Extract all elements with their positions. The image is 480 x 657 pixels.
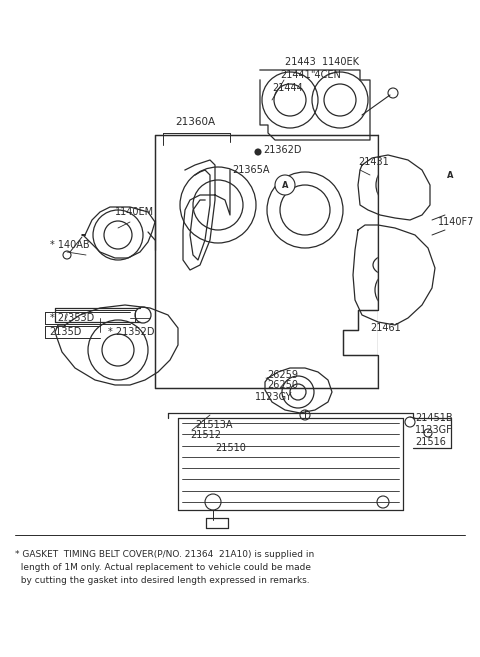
Text: 21461: 21461	[370, 323, 401, 333]
Text: 21451B: 21451B	[415, 413, 453, 423]
Text: A: A	[447, 171, 453, 179]
Text: 21362D: 21362D	[263, 145, 301, 155]
Text: 21431: 21431	[358, 157, 389, 167]
Text: 21443  1140EK: 21443 1140EK	[285, 57, 359, 67]
Bar	[55, 310, 135, 322]
Text: * 140AB: * 140AB	[50, 240, 90, 250]
Text: 26259: 26259	[267, 370, 298, 380]
Text: * 21352D: * 21352D	[108, 327, 155, 337]
Circle shape	[255, 150, 261, 154]
Text: 21365A: 21365A	[232, 165, 269, 175]
Text: 1123GY: 1123GY	[255, 392, 292, 402]
Text: 1140F7: 1140F7	[438, 217, 474, 227]
Circle shape	[275, 175, 295, 195]
Text: 21444: 21444	[272, 83, 303, 93]
Circle shape	[255, 149, 261, 155]
Text: length of 1M only. Actual replacement to vehicle could be made: length of 1M only. Actual replacement to…	[15, 563, 311, 572]
Text: 21441: 21441	[280, 70, 311, 80]
Text: * GASKET  TIMING BELT COVER(P/NO. 21364  21A10) is supplied in: * GASKET TIMING BELT COVER(P/NO. 21364 2…	[15, 550, 314, 559]
Text: 1140EM: 1140EM	[115, 207, 154, 217]
Text: 21360A: 21360A	[175, 117, 215, 127]
Text: by cutting the gasket into desired length expressed in remarks.: by cutting the gasket into desired lengt…	[15, 576, 310, 585]
Text: 21516: 21516	[415, 437, 446, 447]
Text: * 2ℓ353D: * 2ℓ353D	[50, 313, 94, 323]
Circle shape	[440, 165, 460, 185]
Text: 2135D: 2135D	[49, 327, 82, 337]
Text: 1123GF: 1123GF	[415, 425, 453, 435]
Text: 26250: 26250	[267, 380, 298, 390]
Text: 21513A: 21513A	[195, 420, 232, 430]
Text: 21512: 21512	[190, 430, 221, 440]
Text: "4CEN: "4CEN	[310, 70, 341, 80]
Text: A: A	[282, 181, 288, 189]
Text: 21510: 21510	[215, 443, 246, 453]
